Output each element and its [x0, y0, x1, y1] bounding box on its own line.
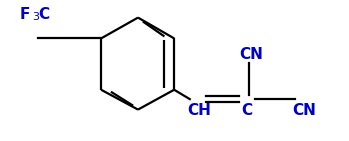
Text: C: C	[38, 7, 49, 22]
Text: C: C	[242, 103, 253, 118]
Text: 3: 3	[33, 12, 40, 22]
Text: F: F	[20, 7, 30, 22]
Text: CN: CN	[293, 103, 317, 118]
Text: CN: CN	[239, 47, 263, 62]
Text: CH: CH	[188, 103, 211, 118]
